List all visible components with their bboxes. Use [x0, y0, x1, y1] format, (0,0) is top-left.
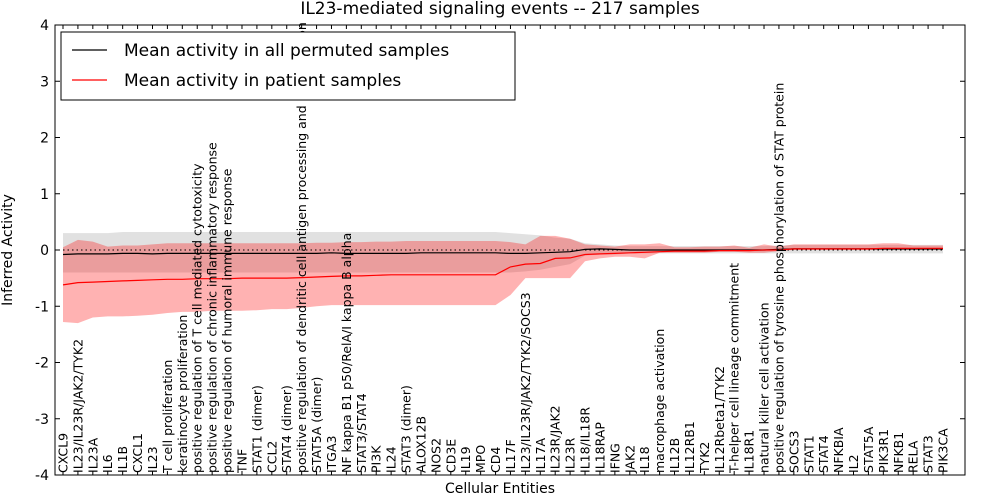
x-tick-label: STAT4 — [816, 435, 831, 473]
x-tick-label: STAT1 (dimer) — [249, 385, 264, 473]
band-0 — [63, 232, 943, 273]
x-tick-label: STAT3 — [921, 435, 936, 473]
x-tick-label: RELA — [906, 440, 921, 473]
x-tick-label: IFNG — [607, 443, 622, 473]
x-tick-label: TYK2 — [697, 442, 712, 474]
x-tick-label: SOCS3 — [786, 431, 801, 473]
y-tick-label: -3 — [35, 412, 49, 428]
x-tick-label: positive regulation of tyrosine phosphor… — [771, 83, 786, 473]
x-axis-label: Cellular Entities — [445, 481, 555, 497]
legend-box — [60, 31, 516, 101]
x-tick-label: positive regulation of chronic inflammat… — [205, 142, 220, 473]
x-tick-label: macrophage activation — [652, 329, 667, 473]
x-tick-label: PIK3R1 — [876, 429, 891, 473]
x-tick-label: TNF — [235, 449, 250, 474]
y-tick-label: -4 — [35, 468, 49, 484]
x-tick-label: NOS2 — [428, 438, 443, 473]
x-tick-label: IL18RAP — [592, 422, 607, 473]
x-tick-label: IL18/IL18R — [578, 407, 593, 473]
y-axis-ticks: 4 3 2 1 0 -1 -2 -3 -4 — [35, 18, 965, 484]
x-tick-label: ALOX12B — [414, 416, 429, 473]
x-tick-label: IL18 — [637, 446, 652, 473]
x-tick-label: ITGA3 — [324, 436, 339, 474]
x-tick-label: IL23/IL23R/JAK2/TYK2 — [70, 339, 85, 473]
x-tick-label: JAK2 — [622, 445, 637, 474]
x-tick-label: IL24 — [384, 446, 399, 473]
x-tick-label: STAT5A — [861, 426, 876, 473]
x-tick-label: positive regulation of T cell mediated c… — [190, 163, 205, 473]
x-tick-label: STAT1 — [801, 435, 816, 473]
x-tick-label: IL12RB1 — [682, 421, 697, 473]
x-tick-label: STAT4 (dimer) — [279, 385, 294, 473]
series-line-1 — [62, 247, 943, 286]
x-tick-label: CCL2 — [264, 441, 279, 473]
x-tick-label: T-helper cell lineage commitment — [727, 263, 742, 474]
y-axis-label: Inferred Activity — [0, 194, 16, 306]
x-tick-label: IL6 — [100, 454, 115, 473]
x-tick-label: STAT3/STAT4 — [354, 393, 369, 473]
x-tick-label: MPO — [473, 445, 488, 473]
band-1 — [63, 235, 943, 324]
x-tick-label: IL23/IL23R/JAK2/TYK2/SOCS3 — [518, 292, 533, 473]
x-tick-label: CD3E — [443, 439, 458, 473]
x-tick-label: IL19 — [458, 446, 473, 473]
y-tick-label: 4 — [40, 18, 49, 34]
x-tick-label: keratinocyte proliferation — [175, 315, 190, 473]
x-tick-label: IL1B — [115, 446, 130, 473]
x-tick-label: IL12B — [667, 438, 682, 473]
y-tick-label: 3 — [40, 74, 49, 90]
x-tick-label: IL17F — [503, 439, 518, 473]
y-tick-label: -2 — [35, 356, 49, 372]
x-tick-label: positive regulation of humoral immune re… — [220, 168, 235, 473]
x-tick-label: PIK3CA — [936, 428, 951, 473]
legend-entry-patient: Mean activity in patient samples — [124, 71, 401, 91]
x-tick-label: IL23R — [563, 437, 578, 473]
x-tick-label: IL23 — [145, 446, 160, 473]
x-tick-label: IL2 — [846, 454, 861, 473]
x-tick-label: STAT5A (dimer) — [309, 377, 324, 473]
x-tick-label: positive regulation of dendritic cell an… — [294, 22, 309, 473]
y-tick-label: 0 — [40, 243, 49, 259]
y-tick-label: -1 — [35, 299, 49, 315]
y-tick-label: 1 — [40, 187, 49, 203]
x-tick-label: NF kappa B1 p50/RelA/I kappa B alpha — [339, 233, 354, 473]
series-lines — [62, 247, 943, 286]
x-tick-label: IL12Rbeta1/TYK2 — [712, 366, 727, 473]
x-tick-label: IL17A — [533, 437, 548, 473]
x-tick-label: natural killer cell activation — [757, 302, 772, 473]
x-tick-label: CXCL9 — [56, 433, 71, 473]
confidence-bands — [63, 232, 943, 324]
x-tick-label: IL23R/JAK2 — [548, 405, 563, 473]
x-tick-label: PI3K — [369, 445, 384, 473]
x-tick-label: CXCL1 — [130, 433, 145, 473]
x-tick-label: CD4 — [488, 447, 503, 473]
y-tick-label: 2 — [40, 131, 49, 147]
x-axis-ticks: CXCL9 IL23/IL23R/JAK2/TYK2 IL23A IL6 IL1B CXC… — [56, 22, 951, 475]
x-tick-label: NFKBIA — [831, 427, 846, 473]
legend: Mean activity in all permuted samples Me… — [60, 31, 516, 101]
x-tick-label: STAT3 (dimer) — [399, 385, 414, 473]
x-tick-label: NFKB1 — [891, 432, 906, 473]
x-tick-label: IL23A — [85, 437, 100, 473]
chart-title: IL23-mediated signaling events -- 217 sa… — [300, 0, 700, 19]
x-tick-label: T cell proliferation — [160, 360, 175, 474]
legend-entry-permuted: Mean activity in all permuted samples — [124, 41, 449, 61]
x-tick-label: IL18R1 — [742, 430, 757, 473]
